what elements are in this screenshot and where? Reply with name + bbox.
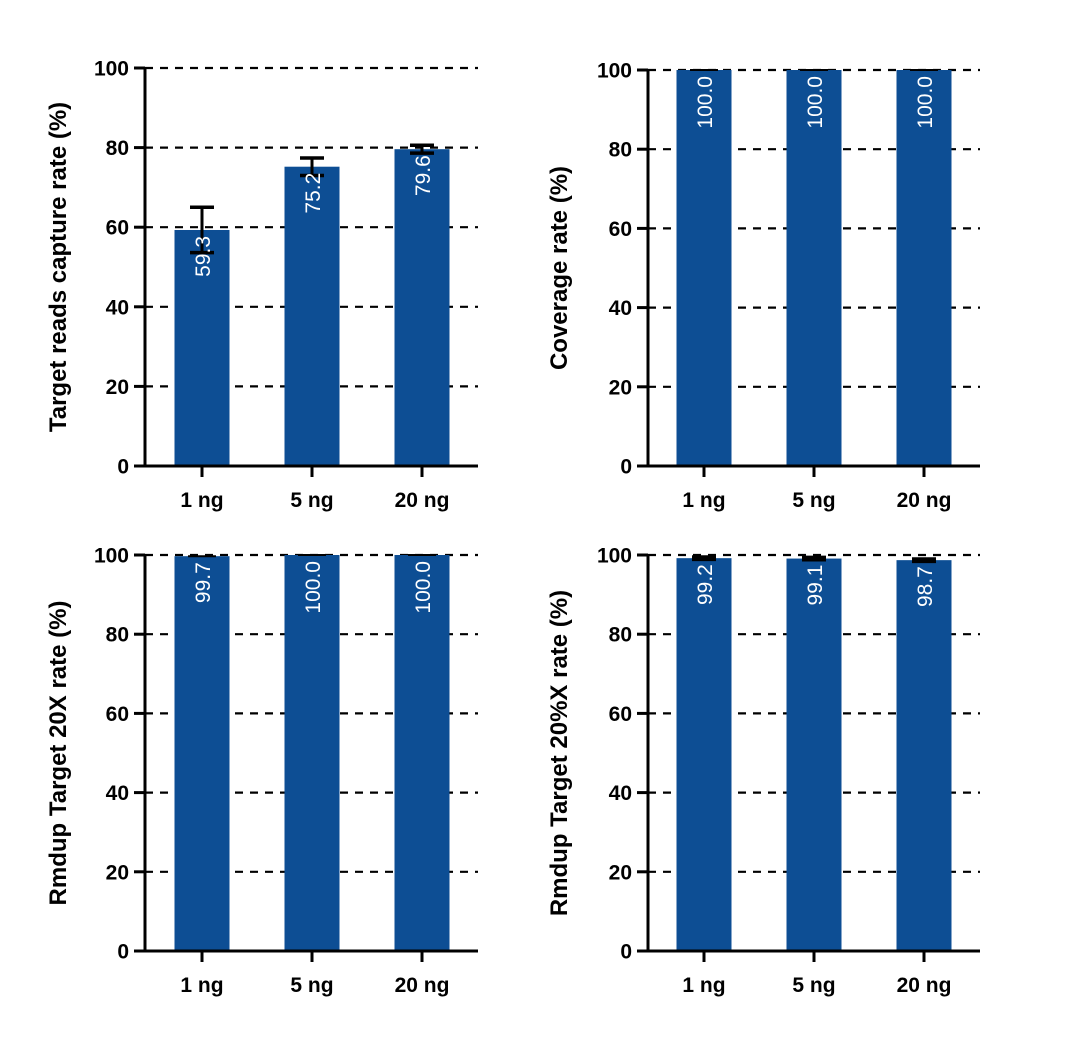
y-tick-label: 100	[597, 60, 632, 83]
y-axis-title: Target reads capture rate (%)	[45, 102, 72, 432]
chart-panel-4: 99.2 99.1 98.7 0 20 40 60 80 100 1 ng 5 ng 20 ng Rmd…	[546, 545, 980, 997]
x-category-label: 5 ng	[792, 974, 835, 997]
x-category-label: 20 ng	[395, 974, 450, 997]
bar-value-label: 99.1	[804, 565, 827, 606]
y-tick-label: 60	[106, 703, 129, 726]
x-category-label: 5 ng	[290, 489, 333, 512]
x-category-label: 1 ng	[682, 974, 725, 997]
y-tick-label: 0	[117, 456, 129, 479]
bar-value-label: 100.0	[914, 76, 937, 129]
y-tick-label: 60	[106, 217, 129, 240]
x-category-label: 20 ng	[897, 974, 952, 997]
bar-value-label: 99.2	[694, 564, 717, 605]
bar-value-label: 99.7	[192, 562, 215, 603]
x-category-label: 1 ng	[180, 974, 223, 997]
y-axis-title: Rmdup Target 20X rate (%)	[45, 601, 72, 906]
bar-value-label: 79.6	[412, 155, 435, 196]
y-tick-label: 80	[609, 624, 632, 647]
bar	[676, 70, 732, 466]
y-tick-label: 0	[620, 941, 632, 964]
y-tick-label: 40	[609, 782, 632, 805]
bar	[786, 558, 842, 951]
bar	[174, 229, 230, 466]
bar-value-label: 100.0	[412, 561, 435, 614]
x-category-label: 20 ng	[395, 489, 450, 512]
y-tick-label: 40	[106, 296, 129, 319]
chart-panel-1: 59.3 75.2 79.6 0 20 40 60 80 100 1 ng 5 ng 20 ng Tar…	[45, 58, 478, 512]
bar	[786, 70, 842, 466]
y-tick-label: 80	[106, 624, 129, 647]
y-tick-label: 80	[609, 139, 632, 162]
y-tick-label: 100	[94, 58, 129, 81]
bar	[896, 70, 952, 466]
bar	[896, 560, 952, 951]
bar-value-label: 75.2	[302, 173, 325, 214]
bar	[284, 166, 340, 467]
y-tick-label: 60	[609, 218, 632, 241]
y-tick-label: 20	[609, 376, 632, 399]
y-tick-label: 100	[597, 545, 632, 568]
chart-panel-3: 99.7 100.0 100.0 0 20 40 60 80 100 1 ng 5 ng 20 ng R…	[45, 545, 478, 997]
bar	[676, 558, 732, 951]
x-category-label: 1 ng	[180, 489, 223, 512]
bar	[394, 149, 450, 466]
bar	[174, 556, 230, 951]
bar-value-label: 100.0	[694, 76, 717, 129]
x-category-label: 20 ng	[897, 489, 952, 512]
y-tick-label: 20	[609, 861, 632, 884]
y-axis-title: Rmdup Target 20%X rate (%)	[546, 590, 573, 916]
y-tick-label: 20	[106, 376, 129, 399]
chart-panel-2: 100.0 100.0 100.0 0 20 40 60 80 100 1 ng 5 ng 20 ng…	[546, 60, 980, 512]
y-tick-label: 100	[94, 545, 129, 568]
y-tick-label: 40	[106, 782, 129, 805]
y-tick-label: 0	[620, 456, 632, 479]
x-category-label: 1 ng	[682, 489, 725, 512]
y-tick-label: 0	[117, 941, 129, 964]
y-tick-label: 60	[609, 703, 632, 726]
bar-value-label: 98.7	[914, 566, 937, 607]
y-tick-label: 40	[609, 297, 632, 320]
x-category-label: 5 ng	[792, 489, 835, 512]
bar-value-label: 59.3	[192, 236, 215, 277]
bar-value-label: 100.0	[804, 76, 827, 129]
x-category-label: 5 ng	[290, 974, 333, 997]
y-tick-label: 20	[106, 861, 129, 884]
bar	[284, 555, 340, 951]
bar	[394, 555, 450, 951]
bar-value-label: 100.0	[302, 561, 325, 614]
y-tick-label: 80	[106, 137, 129, 160]
y-axis-title: Coverage rate (%)	[546, 166, 573, 370]
